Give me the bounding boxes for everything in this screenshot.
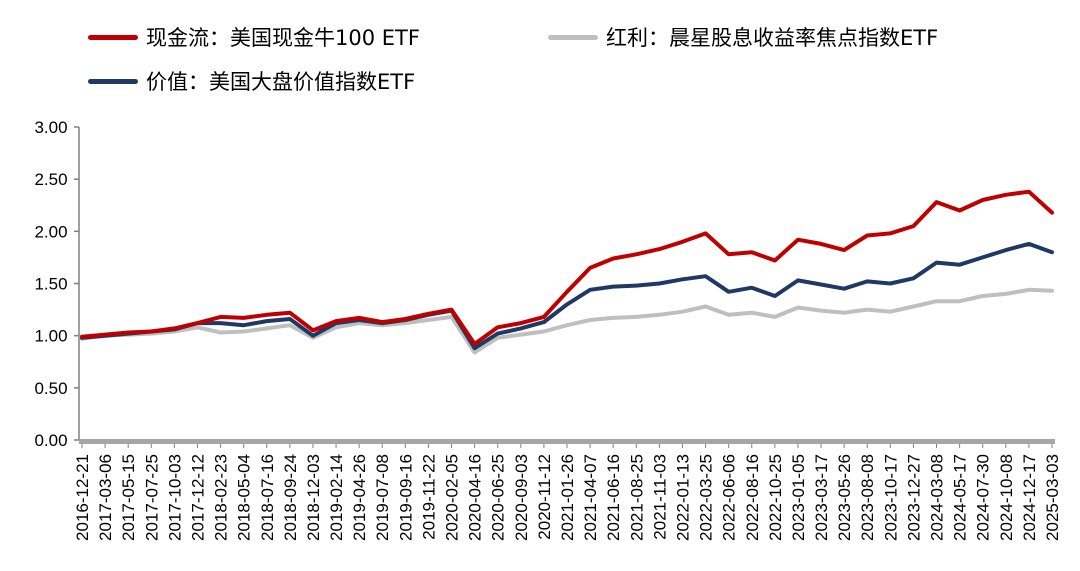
y-tick-label: 3.00 <box>34 118 67 137</box>
x-tick-label: 2018-07-16 <box>258 454 277 541</box>
legend-item-cashflow: 现金流：美国现金牛100 ETF <box>88 22 420 52</box>
x-tick-label: 2024-05-17 <box>951 454 970 541</box>
x-tick-label: 2019-09-16 <box>396 454 415 541</box>
y-tick-label: 0.00 <box>34 431 67 450</box>
legend-swatch-cashflow <box>88 34 138 40</box>
x-tick-label: 2023-10-17 <box>881 454 900 541</box>
legend-swatch-dividend <box>548 34 598 40</box>
x-tick-label: 2019-02-14 <box>327 454 346 541</box>
x-tick-label: 2020-06-25 <box>489 454 508 541</box>
x-tick-label: 2019-11-22 <box>419 454 438 540</box>
chart-legend: 现金流：美国现金牛100 ETF 红利：晨星股息收益率焦点指数ETF 价值：美国… <box>0 0 1080 110</box>
x-tick-label: 2020-02-05 <box>443 454 462 541</box>
x-axis-line <box>79 439 1055 444</box>
x-axis: 2016-12-21 2017-03-06 2017-05-15 2017-07-25… <box>73 439 1062 541</box>
y-tick-label: 0.50 <box>34 379 67 398</box>
x-tick-label: 2017-07-25 <box>142 454 161 541</box>
x-tick-label: 2023-03-17 <box>812 454 831 541</box>
legend-label-dividend: 红利：晨星股息收益率焦点指数ETF <box>606 26 939 50</box>
x-tick-label: 2017-05-15 <box>119 454 138 541</box>
x-tick-label: 2022-06-06 <box>720 454 739 541</box>
series-line-1 <box>80 287 1054 355</box>
x-tick-label: 2024-03-08 <box>928 454 947 541</box>
y-tick-label: 1.50 <box>34 275 67 294</box>
x-tick-label: 2020-04-16 <box>466 454 485 541</box>
x-tick-label: 2018-02-23 <box>212 454 231 541</box>
x-tick-label: 2018-12-03 <box>304 454 323 541</box>
legend-item-value: 价值：美国大盘价值指数ETF <box>88 66 415 96</box>
x-tick-label: 2017-12-12 <box>188 454 207 541</box>
x-tick-label: 2018-09-24 <box>281 454 300 541</box>
series-line-0 <box>80 189 1054 346</box>
x-tick-label: 2022-01-13 <box>673 454 692 541</box>
x-tick-label: 2022-03-25 <box>697 454 716 541</box>
x-tick-label: 2024-07-30 <box>974 454 993 541</box>
x-tick-label: 2021-08-25 <box>627 454 646 541</box>
y-axis: 3.00 2.50 2.00 1.50 1.00 0.50 0.00 <box>34 118 80 450</box>
x-tick-label: 2021-06-16 <box>604 454 623 541</box>
x-tick-label: 2022-08-16 <box>743 454 762 541</box>
x-tick-label: 2024-12-17 <box>1020 454 1039 541</box>
x-tick-label: 2017-10-03 <box>165 454 184 541</box>
x-tick-label: 2018-05-04 <box>235 454 254 541</box>
x-tick-label: 2021-04-07 <box>581 454 600 541</box>
legend-swatch-value <box>88 78 138 84</box>
x-tick-label: 2020-11-12 <box>535 454 554 540</box>
series-layer <box>80 189 1054 355</box>
x-tick-label: 2017-03-06 <box>96 454 115 541</box>
y-tick-label: 2.50 <box>34 170 67 189</box>
x-tick-label: 2019-04-26 <box>350 454 369 541</box>
legend-label-value: 价值：美国大盘价值指数ETF <box>146 70 416 94</box>
x-tick-label: 2025-03-03 <box>1043 454 1062 541</box>
x-tick-label: 2023-08-08 <box>858 454 877 541</box>
x-tick-label: 2021-11-03 <box>650 454 669 540</box>
y-tick-label: 1.00 <box>34 327 67 346</box>
x-tick-label: 2019-07-08 <box>373 454 392 541</box>
x-tick-label: 2024-10-08 <box>997 454 1016 541</box>
x-tick-label: 2023-12-27 <box>904 454 923 541</box>
x-tick-label: 2023-05-26 <box>835 454 854 541</box>
legend-label-cashflow: 现金流：美国现金牛100 ETF <box>146 26 420 50</box>
y-tick-label: 2.00 <box>34 222 67 241</box>
x-tick-label: 2023-01-05 <box>789 454 808 541</box>
series-line-2 <box>80 241 1054 351</box>
x-tick-label: 2020-09-03 <box>512 454 531 541</box>
x-tick-label: 2021-01-26 <box>558 454 577 541</box>
legend-item-dividend: 红利：晨星股息收益率焦点指数ETF <box>548 22 938 52</box>
x-tick-label: 2016-12-21 <box>73 454 92 541</box>
x-tick-label: 2022-10-25 <box>766 454 785 541</box>
